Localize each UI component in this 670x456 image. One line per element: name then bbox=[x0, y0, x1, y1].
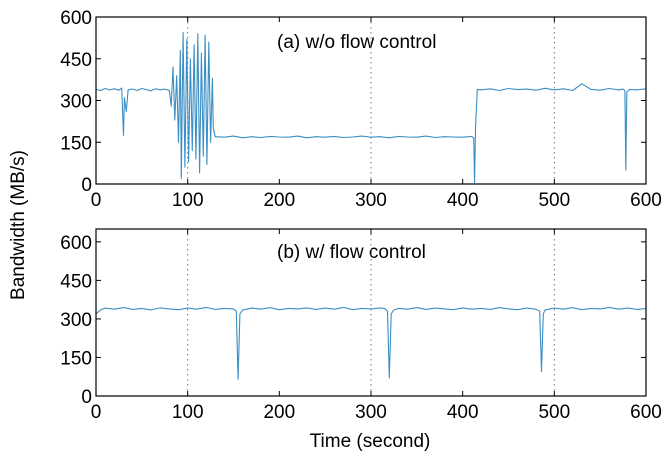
panel-a-x-tick-label-500: 500 bbox=[538, 190, 570, 211]
panel-a-x-tick-label-100: 100 bbox=[172, 190, 204, 211]
panel-b-plot: (b) w/ flow control 0 100 200 300 400 500 600 0… bbox=[60, 228, 662, 423]
panel-b-y-tick-label-150: 150 bbox=[60, 348, 92, 369]
panel-b-x-tick-label-600: 600 bbox=[630, 402, 662, 423]
panel-a-x-tick-label-400: 400 bbox=[447, 190, 479, 211]
panel-b-y-tick-label-0: 0 bbox=[81, 387, 92, 408]
panel-a-series-line-bandwidth bbox=[95, 31, 647, 184]
panel-b-title: (b) w/ flow control bbox=[277, 242, 426, 263]
panel-b-x-tick-label-0: 0 bbox=[91, 402, 102, 423]
panel-a-y-tick-label-600: 600 bbox=[60, 8, 92, 29]
panel-a-title: (a) w/o flow control bbox=[277, 32, 436, 53]
panel-b-series-line-bandwidth bbox=[95, 306, 647, 380]
panel-b-x-tick-label-100: 100 bbox=[172, 402, 204, 423]
panel-b-x-tick-label-400: 400 bbox=[447, 402, 479, 423]
panel-b-y-tick-label-600: 600 bbox=[60, 233, 92, 254]
panel-b-x-tick-label-300: 300 bbox=[355, 402, 387, 423]
panel-a-x-tick-label-0: 0 bbox=[91, 190, 102, 211]
panel-b-y-tick-label-450: 450 bbox=[60, 271, 92, 292]
panel-a-plot: (a) w/o flow control 0 100 200 300 400 500 600… bbox=[60, 8, 662, 211]
y-axis-title: Bandwidth (MB/s) bbox=[8, 150, 29, 300]
panel-a-x-tick-label-600: 600 bbox=[630, 190, 662, 211]
panel-a-x-tick-label-200: 200 bbox=[263, 190, 295, 211]
panel-a-y-tick-label-0: 0 bbox=[81, 175, 92, 196]
x-axis-title: Time (second) bbox=[310, 431, 431, 452]
panel-b-y-tick-label-300: 300 bbox=[60, 310, 92, 331]
panel-a-y-tick-label-300: 300 bbox=[60, 92, 92, 113]
panel-b-x-tick-label-500: 500 bbox=[538, 402, 570, 423]
panel-a-y-tick-label-150: 150 bbox=[60, 133, 92, 154]
panel-b-x-tick-label-200: 200 bbox=[263, 402, 295, 423]
panel-a-x-tick-label-300: 300 bbox=[355, 190, 387, 211]
panel-a-y-tick-label-450: 450 bbox=[60, 50, 92, 71]
